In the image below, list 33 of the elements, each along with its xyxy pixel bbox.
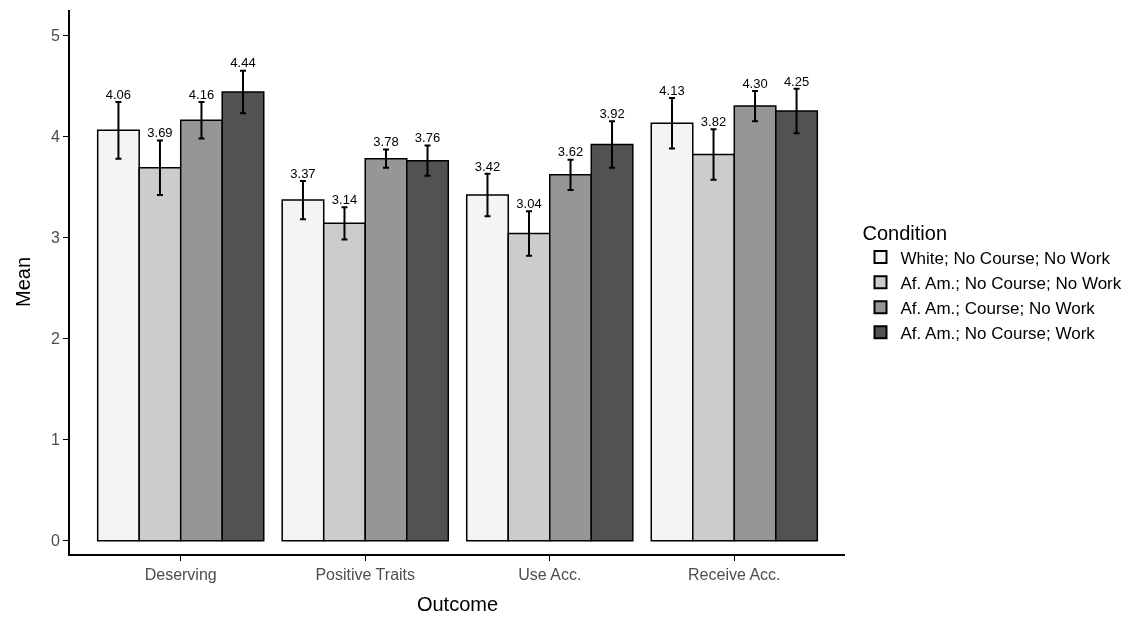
legend-label: Af. Am.; No Course; Work bbox=[900, 323, 1096, 343]
legend-label: White; No Course; No Work bbox=[900, 248, 1111, 268]
data-label: 4.13 bbox=[659, 82, 685, 98]
data-label: 3.37 bbox=[290, 165, 316, 181]
y-tick-label: 2 bbox=[50, 330, 60, 348]
data-label: 3.78 bbox=[373, 134, 399, 150]
y-tick-label: 5 bbox=[50, 26, 60, 44]
data-label: 3.04 bbox=[516, 195, 542, 211]
data-label: 4.06 bbox=[105, 86, 132, 102]
data-label: 3.42 bbox=[474, 158, 501, 174]
data-label: 3.69 bbox=[147, 125, 173, 141]
data-label: 3.62 bbox=[557, 144, 584, 160]
y-tick-label: 1 bbox=[50, 431, 60, 449]
y-tick-label: 4 bbox=[50, 127, 60, 145]
y-tick-label: 0 bbox=[50, 532, 60, 550]
data-label: 3.82 bbox=[700, 114, 727, 130]
data-label: 3.92 bbox=[599, 105, 625, 121]
x-tick-label: Receive Acc. bbox=[688, 566, 781, 584]
x-tick-label: Deserving bbox=[144, 566, 217, 584]
legend-label: Af. Am.; No Course; No Work bbox=[900, 273, 1122, 293]
y-axis-title: Mean bbox=[11, 256, 34, 308]
data-label: 4.30 bbox=[742, 75, 768, 91]
data-label: 4.44 bbox=[230, 55, 256, 71]
data-label: 4.25 bbox=[783, 73, 810, 89]
x-axis-title: Outcome bbox=[416, 593, 499, 616]
legend-label: Af. Am.; Course; No Work bbox=[900, 298, 1096, 318]
data-label: 3.76 bbox=[414, 130, 441, 146]
x-tick-label: Use Acc. bbox=[518, 566, 582, 584]
y-tick-label: 3 bbox=[50, 229, 60, 247]
data-label: 4.16 bbox=[188, 86, 215, 102]
legend-title: Condition bbox=[862, 221, 948, 244]
x-tick-label: Positive Traits bbox=[315, 566, 416, 584]
data-label: 3.14 bbox=[331, 191, 358, 207]
